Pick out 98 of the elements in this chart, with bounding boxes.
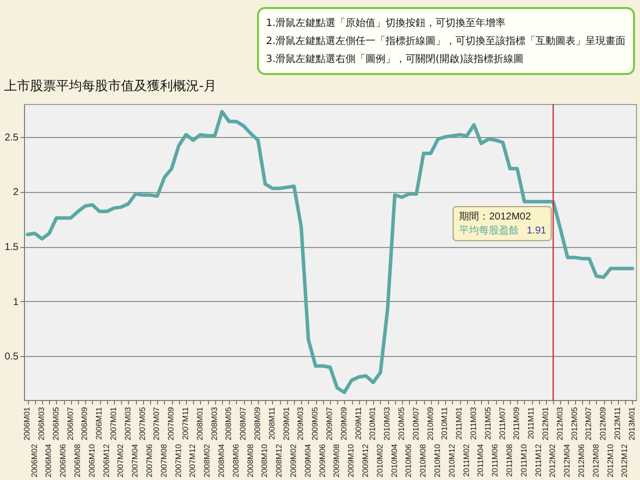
line-series xyxy=(26,110,634,394)
x-tick-label: 2009M08 xyxy=(332,443,342,478)
y-tick-label: 1.5 xyxy=(4,242,19,254)
x-tick-label: 2011M03 xyxy=(469,406,478,440)
x-tick-label: 2008M09 xyxy=(253,406,262,440)
x-tick-label: 2007M09 xyxy=(166,406,176,440)
x-tick-label: 2009M06 xyxy=(318,443,327,478)
x-tick-label: 2006M09 xyxy=(80,406,90,440)
x-tick-label: 2011M04 xyxy=(476,443,486,477)
x-tick-label: 2010M08 xyxy=(418,443,428,478)
x-tick-label: 2012M08 xyxy=(591,443,600,478)
x-tick-label: 2013M01 xyxy=(627,406,636,440)
x-tick-label: 2007M03 xyxy=(123,406,132,440)
y-tick-label: 1 xyxy=(12,296,19,308)
x-tick-label: 2008M01 xyxy=(195,406,204,440)
x-tick-label: 2011M10 xyxy=(519,443,528,477)
x-tick-label: 2007M05 xyxy=(138,406,147,440)
x-tick-label: 2011M07 xyxy=(498,406,507,440)
x-tick-label: 2011M01 xyxy=(454,406,464,440)
x-tick-label: 2006M01 xyxy=(22,406,32,440)
x-tick-label: 2012M05 xyxy=(570,406,579,440)
x-tick-label: 2008M03 xyxy=(210,406,219,440)
x-tick-label: 2007M10 xyxy=(174,443,183,478)
x-tick-label: 2006M02 xyxy=(30,443,39,478)
x-tick-label: 2010M10 xyxy=(433,443,442,478)
x-tick-label: 2010M09 xyxy=(426,406,435,440)
x-tick-label: 2008M02 xyxy=(202,443,212,478)
x-tick-label: 2010M03 xyxy=(382,406,392,440)
x-tick-label: 2010M12 xyxy=(447,443,456,478)
x-tick-label: 2007M04 xyxy=(130,443,140,478)
x-tick-label: 2006M10 xyxy=(87,443,96,478)
x-tick-label: 2009M07 xyxy=(325,406,334,440)
x-tick-label: 2012M07 xyxy=(584,406,594,440)
x-tick-label: 2012M02 xyxy=(548,443,558,478)
text: 2.滑鼠左鍵點選左側任一「指標折線圖」，可切換至該指標「互動圖表」呈現畫面 xyxy=(266,35,626,47)
x-tick-label: 2008M05 xyxy=(224,406,234,440)
x-tick-label: 2012M01 xyxy=(541,406,550,440)
x-tick-label: 2010M01 xyxy=(368,406,378,440)
x-tick-label: 2008M07 xyxy=(238,406,248,440)
x-tick-label: 2007M01 xyxy=(109,406,118,440)
x-tick-label: 2006M07 xyxy=(66,406,75,440)
x-tick-label: 2012M10 xyxy=(606,443,615,478)
x-tick-label: 2009M11 xyxy=(354,406,363,440)
y-tick-label: 2 xyxy=(12,187,19,198)
x-tick-label: 2006M08 xyxy=(73,443,82,478)
x-tick-label: 2008M04 xyxy=(217,443,226,478)
x-tick-label: 2011M09 xyxy=(512,406,522,440)
x-tick-label: 2006M11 xyxy=(94,406,104,440)
text: 平均每股盈餘 xyxy=(459,224,520,237)
x-tick-label: 2012M04 xyxy=(562,443,572,478)
x-tick-label: 2007M08 xyxy=(159,443,168,478)
data-label: 1.91 xyxy=(526,226,547,237)
x-tick-label: 2008M08 xyxy=(246,443,255,478)
x-tick-label: 2011M11 xyxy=(526,406,536,440)
x-tick-label: 2011M05 xyxy=(483,406,492,440)
x-tick-label: 2007M02 xyxy=(116,443,126,478)
x-tick-label: 2011M02 xyxy=(462,443,471,477)
x-tick-label: 2012M06 xyxy=(577,443,586,478)
x-tick-label: 2012M12 xyxy=(620,443,630,478)
annotation: 期間：2012M02 xyxy=(459,210,532,223)
x-tick-label: 2012M11 xyxy=(613,406,622,440)
x-tick-label: 2011M12 xyxy=(534,443,543,477)
x-tick-label: 2009M12 xyxy=(361,443,370,478)
x-tick-label: 2007M11 xyxy=(181,406,190,440)
y-tick-label: 0.5 xyxy=(4,352,19,363)
text: 3.滑鼠左鍵點選右側「圖例」，可關閉(開啟)該指標折線圖 xyxy=(266,53,524,65)
x-tick-label: 2011M08 xyxy=(505,443,514,477)
x-tick-label: 2010M04 xyxy=(390,443,399,478)
x-tick-label: 2007M12 xyxy=(188,443,198,478)
x-tick-label: 2010M11 xyxy=(440,406,450,440)
x-tick-label: 2006M12 xyxy=(102,443,111,478)
x-tick-label: 2010M07 xyxy=(411,406,420,440)
x-tick-label: 2010M02 xyxy=(375,443,384,478)
x-tick-label: 2009M02 xyxy=(289,443,298,478)
x-tick-label: 2010M05 xyxy=(397,406,406,440)
x-tick-label: 2009M10 xyxy=(346,443,356,478)
x-tick-label: 2012M03 xyxy=(555,406,564,440)
x-tick-label: 2008M06 xyxy=(231,443,240,478)
x-tick-label: 2009M03 xyxy=(296,406,306,440)
x-tick-label: 2006M03 xyxy=(37,406,46,440)
x-tick-label: 2009M09 xyxy=(339,406,348,440)
x-tick-label: 2007M06 xyxy=(145,443,154,478)
chart-title: 上市股票平均每股市值及獲利概況-月 xyxy=(4,79,217,94)
x-tick-label: 2008M10 xyxy=(260,443,270,478)
x-tick-label: 2007M07 xyxy=(152,406,162,440)
x-tick-label: 2006M05 xyxy=(51,406,60,440)
x-tick-label: 2010M06 xyxy=(404,443,414,478)
x-tick-label: 2009M04 xyxy=(303,443,312,478)
x-tick-label: 2006M06 xyxy=(58,443,68,478)
x-tick-label: 2011M06 xyxy=(490,443,500,477)
x-tick-label: 2006M04 xyxy=(44,443,54,478)
x-tick-label: 2008M11 xyxy=(267,406,276,440)
text: 1.滑鼠左鍵點選「原始值」切換按鈕，可切換至年增率 xyxy=(266,17,506,29)
x-tick-label: 2009M05 xyxy=(310,406,320,440)
x-tick-label: 2009M01 xyxy=(282,406,291,440)
x-tick-label: 2012M09 xyxy=(598,406,608,440)
y-tick-label: 2.5 xyxy=(4,132,19,144)
x-tick-label: 2008M12 xyxy=(274,443,284,478)
